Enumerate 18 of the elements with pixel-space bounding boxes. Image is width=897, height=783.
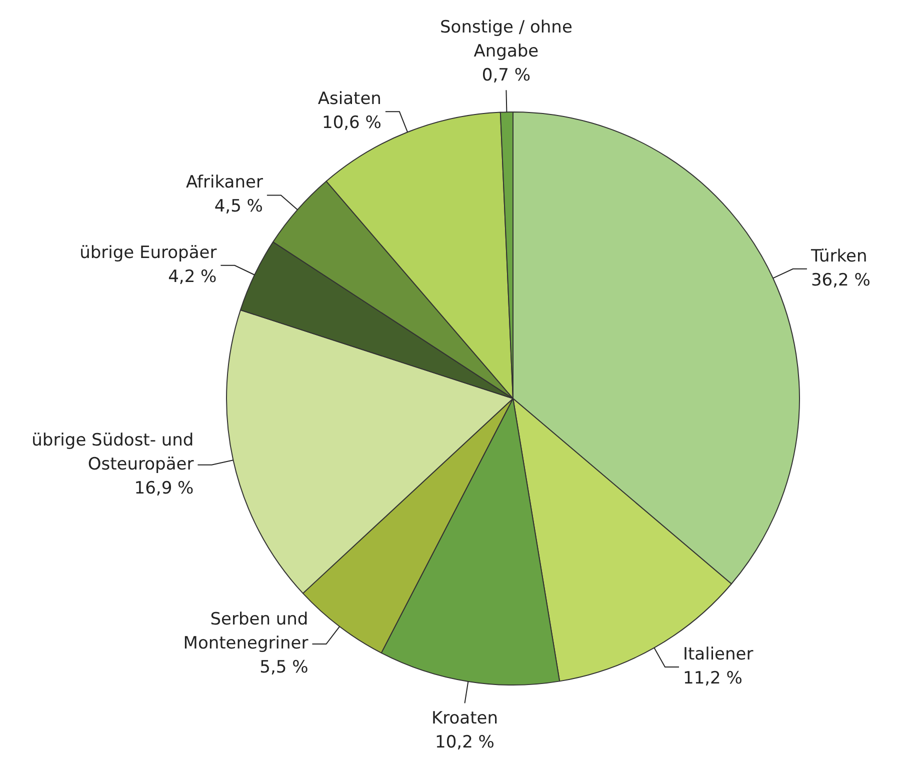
data-label: 11,2 %	[683, 668, 742, 688]
data-label: 36,2 %	[810, 270, 870, 290]
data-label: 4,5 %	[214, 196, 263, 217]
slice-label: Italiener	[683, 644, 754, 664]
data-label: 4,2 %	[168, 266, 217, 287]
slice-label: Serben und Montenegriner	[183, 609, 308, 654]
data-label: 16,9 %	[134, 478, 194, 498]
slice-label: übrige Europäer	[80, 242, 217, 263]
slice-label: Türken	[810, 246, 868, 266]
slice-label: Afrikaner	[186, 172, 263, 193]
data-label: 10,2 %	[435, 732, 494, 753]
slice-label: Asiaten	[318, 89, 382, 110]
data-label: 5,5 %	[260, 657, 308, 678]
slice-label: Kroaten	[432, 708, 498, 729]
data-label: 10,6 %	[322, 113, 382, 134]
slice-label: übrige Südost- und Osteuropäer	[32, 430, 194, 474]
data-label: 0,7 %	[482, 65, 531, 86]
slice-label: Sonstige / ohne Angabe	[440, 17, 572, 62]
